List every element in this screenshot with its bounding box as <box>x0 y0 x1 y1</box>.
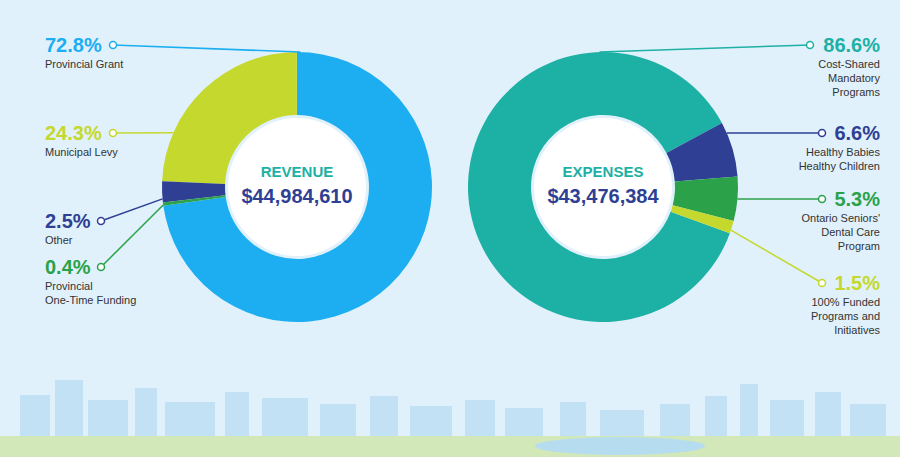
svg-text:Cost-SharedMandatoryPrograms: Cost-SharedMandatoryPrograms <box>818 58 880 98</box>
svg-text:Healthy BabiesHealthy Children: Healthy BabiesHealthy Children <box>799 146 881 172</box>
svg-text:1.5%: 1.5% <box>834 272 880 294</box>
svg-text:Ontario Seniors'Dental CarePro: Ontario Seniors'Dental CareProgram <box>801 212 880 252</box>
svg-text:2.5%: 2.5% <box>45 210 91 232</box>
svg-text:$44,984,610: $44,984,610 <box>241 185 352 207</box>
svg-text:REVENUE: REVENUE <box>261 163 334 180</box>
svg-text:72.8%: 72.8% <box>45 34 102 56</box>
svg-text:ProvincialOne-Time Funding: ProvincialOne-Time Funding <box>45 280 136 306</box>
svg-text:5.3%: 5.3% <box>834 188 880 210</box>
svg-text:Provincial Grant: Provincial Grant <box>45 58 123 70</box>
svg-text:0.4%: 0.4% <box>45 256 91 278</box>
svg-text:Other: Other <box>45 234 73 246</box>
svg-text:86.6%: 86.6% <box>823 34 880 56</box>
svg-text:100% FundedPrograms andInitiat: 100% FundedPrograms andInitiatives <box>811 296 881 336</box>
svg-text:6.6%: 6.6% <box>834 122 880 144</box>
svg-text:EXPENSES: EXPENSES <box>563 163 644 180</box>
svg-text:Municipal Levy: Municipal Levy <box>45 146 118 158</box>
svg-text:$43,476,384: $43,476,384 <box>547 185 659 207</box>
svg-text:24.3%: 24.3% <box>45 122 102 144</box>
